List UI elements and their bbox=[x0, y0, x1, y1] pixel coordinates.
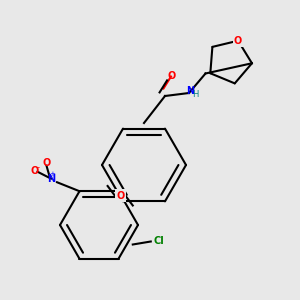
Text: O: O bbox=[116, 191, 124, 201]
Text: N: N bbox=[47, 174, 56, 184]
Text: -: - bbox=[37, 163, 40, 172]
Text: O: O bbox=[30, 166, 39, 176]
Text: O: O bbox=[42, 158, 51, 168]
Text: O: O bbox=[168, 70, 176, 81]
Text: O: O bbox=[234, 36, 242, 46]
Text: N: N bbox=[186, 86, 195, 97]
Text: Cl: Cl bbox=[154, 236, 164, 247]
Text: +: + bbox=[50, 171, 56, 177]
Text: H: H bbox=[192, 90, 199, 99]
